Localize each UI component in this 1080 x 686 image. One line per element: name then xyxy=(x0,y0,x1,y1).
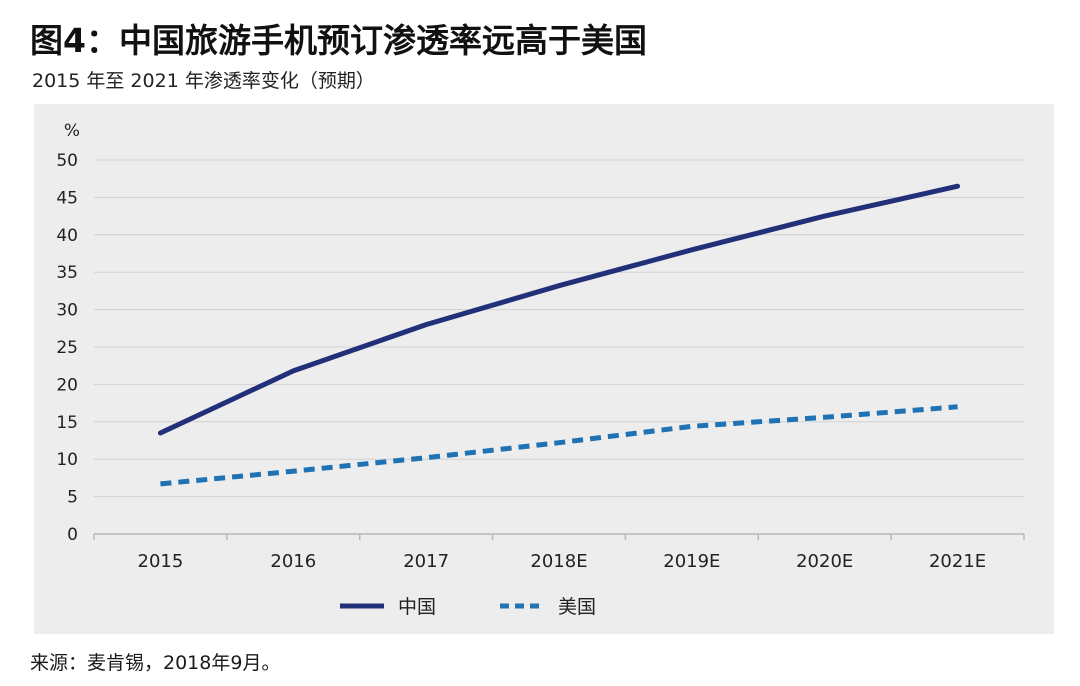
figure-subtitle: 2015 年至 2021 年渗透率变化（预期） xyxy=(32,70,375,92)
y-tick-label: 25 xyxy=(56,338,78,358)
x-tick-label: 2021E xyxy=(929,551,986,572)
figure-title: 图4：中国旅游手机预订渗透率远高于美国 xyxy=(30,21,647,60)
y-tick-label: 50 xyxy=(56,151,78,171)
legend-label-china: 中国 xyxy=(398,596,436,618)
source-note: 来源：麦肯锡，2018年9月。 xyxy=(30,652,281,674)
y-axis-ticks: 0 5 10 15 20 25 30 35 40 45 50 xyxy=(56,151,78,545)
series-lines xyxy=(157,183,961,487)
x-axis xyxy=(93,533,1025,540)
x-tick-label: 2020E xyxy=(796,551,853,572)
x-tick-label: 2017 xyxy=(403,551,449,572)
y-tick-label: 35 xyxy=(56,263,78,283)
series-line-usa xyxy=(160,404,958,487)
y-tick-label: 40 xyxy=(56,226,78,246)
y-tick-label: 0 xyxy=(67,525,78,545)
x-tick-label: 2018E xyxy=(530,551,587,572)
y-tick-label: 45 xyxy=(56,188,78,208)
series-line-china xyxy=(157,183,961,436)
legend: 中国 美国 xyxy=(340,596,596,618)
y-tick-label: 20 xyxy=(56,375,78,395)
legend-label-usa: 美国 xyxy=(558,596,596,618)
x-tick-label: 2016 xyxy=(270,551,316,572)
x-tick-label: 2019E xyxy=(663,551,720,572)
y-tick-label: 5 xyxy=(67,488,78,508)
y-tick-label: 30 xyxy=(56,301,78,321)
y-tick-label: 15 xyxy=(56,413,78,433)
x-axis-ticks: 2015 2016 2017 2018E 2019E 2020E 2021E xyxy=(138,551,987,572)
chart-panel: 0 5 10 15 20 25 30 35 40 45 50 2015 2016 2017 2018E 20… xyxy=(34,104,1054,634)
gridlines xyxy=(94,159,1024,498)
x-tick-label: 2015 xyxy=(138,551,184,572)
y-axis-unit-label: % xyxy=(64,121,80,141)
y-tick-label: 10 xyxy=(56,450,78,470)
